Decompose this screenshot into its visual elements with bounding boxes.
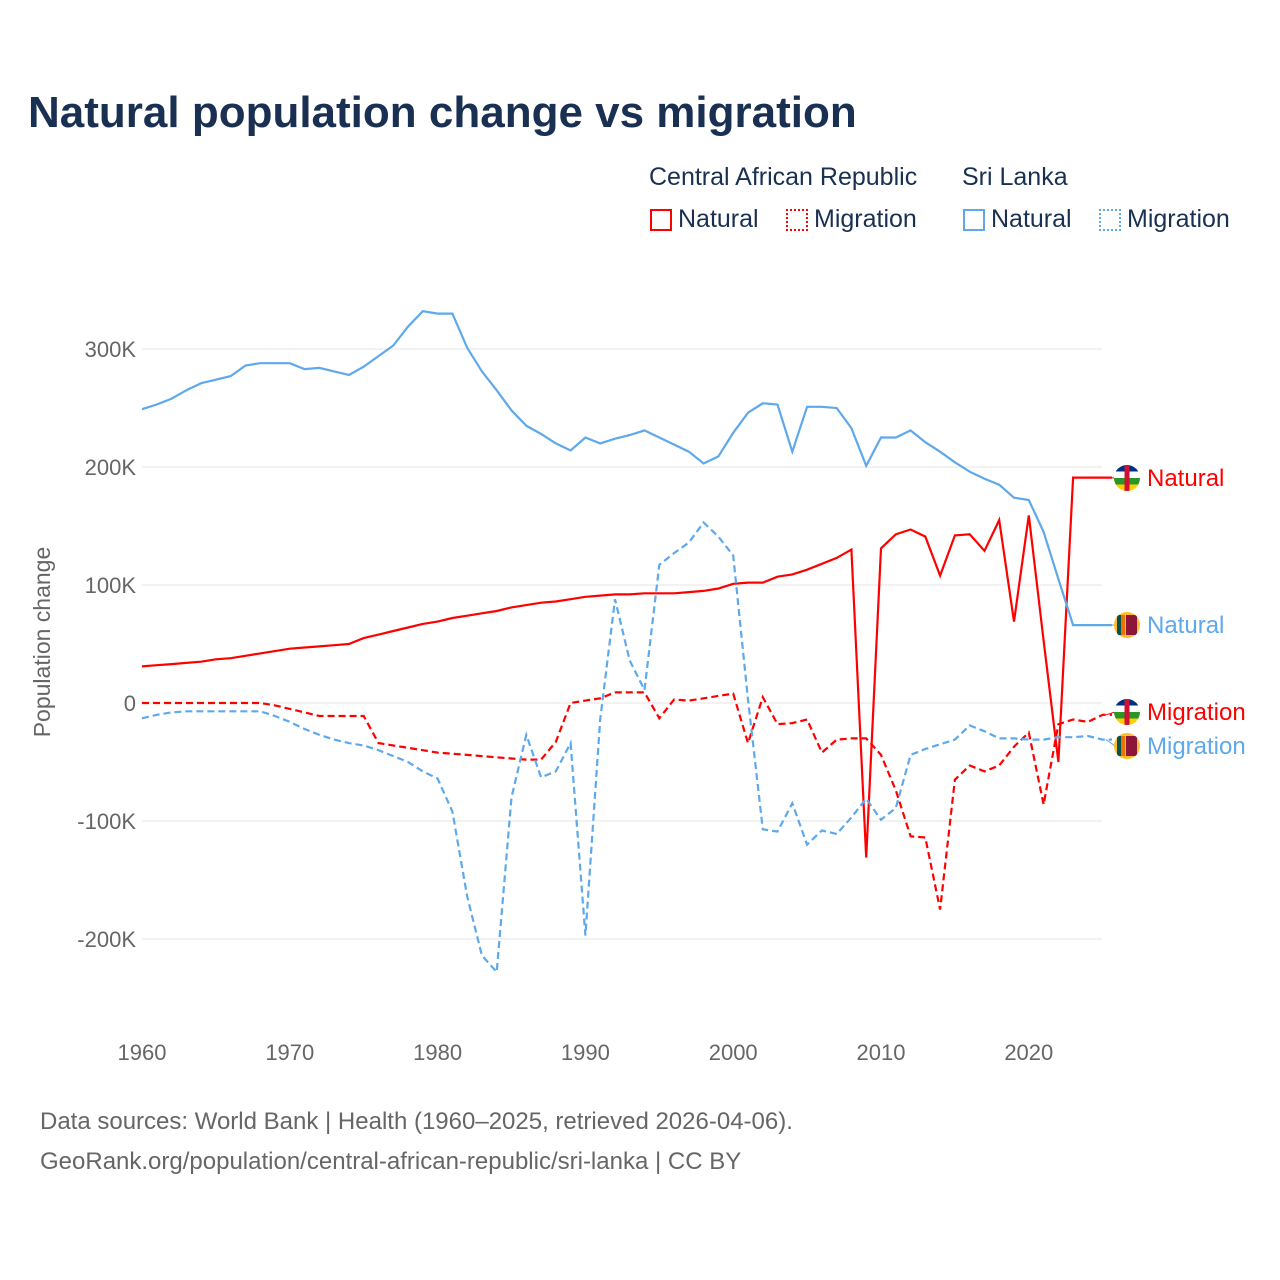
- legend-swatch: [650, 208, 672, 231]
- legend-label: Migration: [1127, 205, 1230, 233]
- legend-swatch: [786, 208, 808, 231]
- x-tick-label: 1970: [265, 1040, 314, 1065]
- x-tick-label: 2010: [857, 1040, 906, 1065]
- legend-label: Natural: [991, 205, 1072, 233]
- chart-title: Natural population change vs migration: [28, 88, 857, 137]
- car-flag-icon: [1114, 699, 1140, 725]
- legend-car-migration[interactable]: Migration: [786, 205, 917, 234]
- end-label: Migration: [1147, 699, 1246, 726]
- y-tick-label: -100K: [77, 809, 136, 834]
- end-label: Natural: [1147, 465, 1224, 492]
- source-line-2: GeoRank.org/population/central-african-r…: [40, 1148, 742, 1175]
- y-tick-label: 300K: [85, 337, 137, 362]
- series-line-central-african-republic-migration: [142, 691, 1112, 910]
- legend-label: Natural: [678, 205, 759, 233]
- label-connector: [1105, 739, 1116, 747]
- legend-car-natural[interactable]: Natural: [650, 205, 759, 234]
- legend-group-sri-lanka: Sri Lanka: [962, 163, 1068, 191]
- legend-group-car: Central African Republic: [649, 163, 918, 191]
- x-tick-label: 2000: [709, 1040, 758, 1065]
- legend-lk-migration[interactable]: Migration: [1099, 205, 1230, 234]
- sri-lanka-flag-icon: [1114, 612, 1140, 638]
- car-flag-icon: [1114, 465, 1140, 491]
- legend-swatch: [963, 208, 985, 231]
- x-tick-label: 1960: [118, 1040, 167, 1065]
- legend-lk-natural[interactable]: Natural: [963, 205, 1072, 234]
- y-tick-label: 100K: [85, 573, 137, 598]
- legend-swatch: [1099, 208, 1121, 231]
- y-axis-label: Population change: [29, 547, 55, 738]
- x-tick-label: 2020: [1004, 1040, 1053, 1065]
- x-tick-label: 1990: [561, 1040, 610, 1065]
- sri-lanka-flag-icon: [1114, 733, 1140, 759]
- y-tick-label: -200K: [77, 927, 136, 952]
- series-line-central-african-republic-natural: [141, 476, 1112, 858]
- y-tick-label: 200K: [85, 455, 137, 480]
- series-line-sri-lanka-migration: [141, 520, 1112, 975]
- x-tick-label: 1980: [413, 1040, 462, 1065]
- source-line-1: Data sources: World Bank | Health (1960–…: [40, 1108, 793, 1135]
- y-tick-label: 0: [124, 691, 136, 716]
- series-line-sri-lanka-natural: [141, 310, 1112, 627]
- legend-label: Migration: [814, 205, 917, 233]
- label-connector: [1105, 711, 1116, 716]
- end-label: Migration: [1147, 733, 1246, 760]
- end-label: Natural: [1147, 612, 1224, 639]
